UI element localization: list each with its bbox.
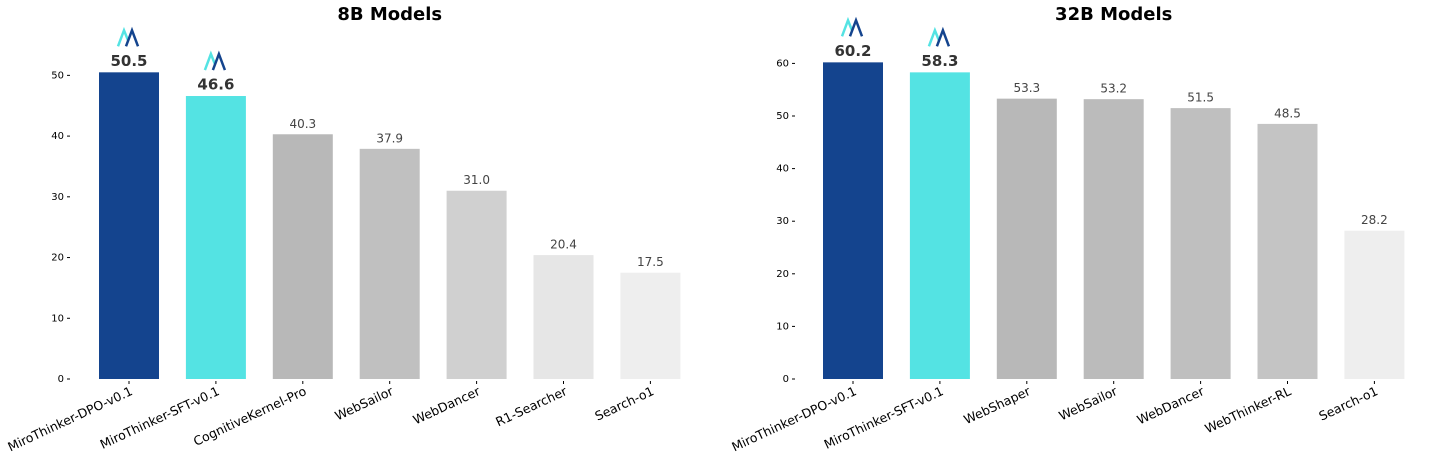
value-label: 48.5 xyxy=(1274,106,1301,120)
y-tick-label: 60 xyxy=(776,58,789,69)
bar xyxy=(909,72,970,379)
y-tick-label: 10 xyxy=(776,321,789,332)
x-tick-label: WebDancer xyxy=(411,383,484,427)
logo-stroke xyxy=(935,26,951,47)
logo-stroke xyxy=(840,16,854,37)
y-tick-label: 50 xyxy=(51,70,64,81)
value-label: 53.3 xyxy=(1013,81,1040,95)
bar xyxy=(533,255,594,379)
chart-title: 8B Models xyxy=(337,4,442,25)
value-label: 17.5 xyxy=(637,255,664,269)
logo xyxy=(116,26,140,47)
logo-stroke xyxy=(116,26,130,47)
y-tick-label: 50 xyxy=(776,111,789,122)
logo-stroke xyxy=(927,26,941,47)
y-tick-label: 0 xyxy=(783,374,789,385)
bar xyxy=(996,98,1057,379)
y-tick-label: 10 xyxy=(51,313,64,324)
value-label: 20.4 xyxy=(550,238,577,252)
bar xyxy=(272,134,333,379)
bar xyxy=(185,96,246,379)
logo-stroke xyxy=(124,26,140,47)
bar xyxy=(1344,230,1405,379)
value-label: 28.2 xyxy=(1361,213,1388,227)
y-tick-label: 30 xyxy=(776,216,789,227)
bar xyxy=(99,72,159,379)
x-tick-label: R1-Searcher xyxy=(493,383,570,429)
value-label: 37.9 xyxy=(376,131,403,145)
x-tick-label: WebSailor xyxy=(332,383,396,423)
chart-title: 32B Models xyxy=(1055,4,1172,25)
y-tick-label: 40 xyxy=(776,164,789,175)
x-tick-label: WebShaper xyxy=(961,383,1033,427)
bar xyxy=(446,190,507,379)
value-label: 46.6 xyxy=(197,76,234,94)
bar xyxy=(620,272,681,379)
y-tick-label: 20 xyxy=(776,269,789,280)
value-label: 50.5 xyxy=(110,52,147,70)
x-tick-label: Search-o1 xyxy=(1316,383,1380,423)
bar xyxy=(1257,123,1318,379)
x-tick-label: WebSailor xyxy=(1056,383,1120,423)
bar xyxy=(1170,108,1231,380)
value-label: 51.5 xyxy=(1187,91,1214,105)
logo xyxy=(203,50,227,71)
logo xyxy=(840,16,864,37)
value-label: 53.2 xyxy=(1100,82,1127,96)
bar xyxy=(823,62,883,379)
y-tick-label: 0 xyxy=(58,374,64,385)
bar xyxy=(359,148,420,379)
logo xyxy=(927,26,951,47)
bar xyxy=(1083,99,1144,379)
value-label: 60.2 xyxy=(834,42,871,60)
x-tick-label: WebThinker-RL xyxy=(1202,383,1293,436)
y-tick-label: 20 xyxy=(51,253,64,264)
y-tick-label: 30 xyxy=(51,192,64,203)
value-label: 40.3 xyxy=(289,117,316,131)
logo-stroke xyxy=(848,16,864,37)
value-label: 58.3 xyxy=(921,52,958,70)
y-tick-label: 40 xyxy=(51,131,64,142)
value-label: 31.0 xyxy=(463,173,490,187)
logo-stroke xyxy=(211,50,227,71)
x-tick-label: WebDancer xyxy=(1135,383,1208,427)
x-tick-label: Search-o1 xyxy=(592,383,656,423)
logo-stroke xyxy=(203,50,217,71)
